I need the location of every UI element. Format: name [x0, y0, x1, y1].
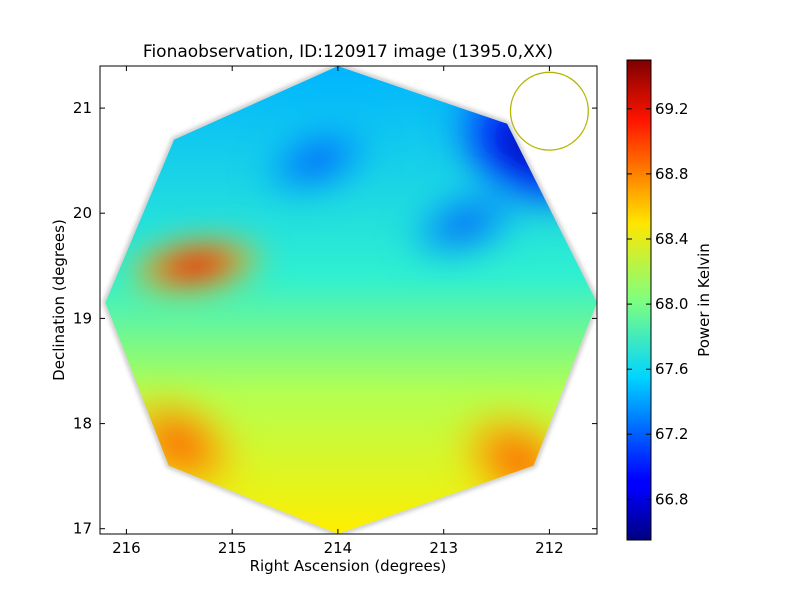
colorbar-tick-label-66.8: 66.8: [655, 490, 688, 508]
y-tick-label-21: 21: [73, 99, 92, 117]
heatmap-feature-cool-6: [249, 114, 385, 207]
colorbar-tick-label-67.6: 67.6: [655, 360, 688, 378]
colorbar-ticks: 66.8 67.2 67.6 68.0 68.4 68.8 69.2: [627, 100, 688, 508]
x-tick-label-214: 214: [324, 539, 353, 557]
x-axis: 216 215 214 213 212: [112, 66, 564, 557]
y-tick-label-17: 17: [73, 520, 92, 538]
chart-title: Fionaobservation, ID:120917 image (1395.…: [143, 42, 553, 62]
colorbar: 66.8 67.2 67.6 68.0 68.4 68.8 69.2 Power in Ke…: [626, 59, 713, 541]
colorbar-gradient: [626, 59, 652, 541]
colorbar-tick-label-68.4: 68.4: [655, 230, 688, 248]
x-axis-label: Right Ascension (degrees): [250, 557, 447, 575]
y-tick-label-20: 20: [73, 204, 92, 222]
y-tick-label-18: 18: [73, 415, 92, 433]
colorbar-tick-label-68.0: 68.0: [655, 295, 688, 313]
y-axis: 17 18 19 20 21: [73, 99, 597, 538]
x-tick-label-216: 216: [112, 539, 141, 557]
y-axis-label: Declination (degrees): [50, 219, 68, 381]
heatmap-feature-hot-1: [117, 230, 273, 302]
colorbar-tick-label-69.2: 69.2: [655, 100, 688, 118]
plot-area: [102, 66, 597, 534]
y-tick-label-19: 19: [73, 309, 92, 327]
x-tick-label-212: 212: [535, 539, 564, 557]
colorbar-label: Power in Kelvin: [695, 243, 713, 357]
colorbar-tick-label-67.2: 67.2: [655, 425, 688, 443]
beam-circle: [509, 71, 589, 151]
x-tick-label-215: 215: [218, 539, 247, 557]
plot-frame: [99, 65, 598, 535]
x-tick-label-213: 213: [429, 539, 458, 557]
heatmap-feature-cool-5: [397, 177, 533, 270]
colorbar-tick-label-68.8: 68.8: [655, 165, 688, 183]
